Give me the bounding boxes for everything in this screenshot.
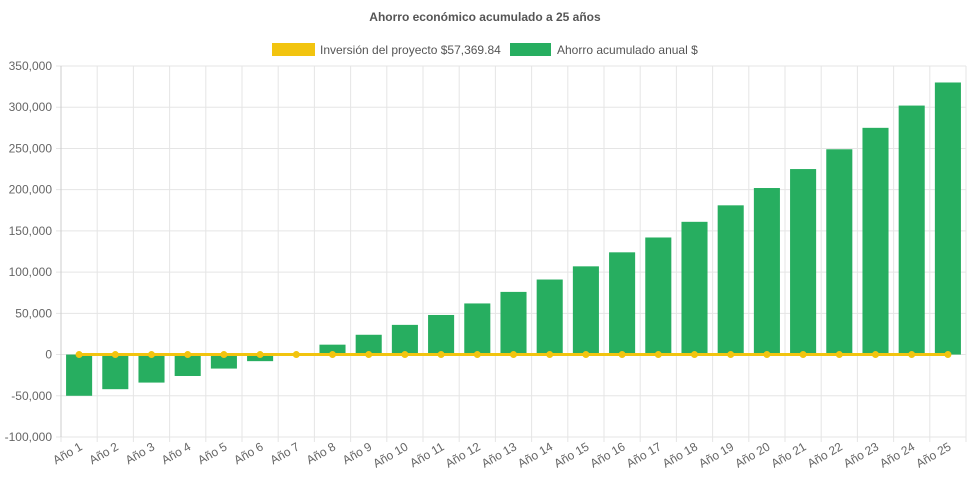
x-tick-label: Año 18 <box>660 439 700 470</box>
x-tick-label: Año 10 <box>370 439 410 470</box>
x-tick-label: Año 13 <box>479 439 519 470</box>
legend-label-investment: Inversión del proyecto $57,369.84 <box>320 43 501 57</box>
y-tick-label: 0 <box>45 348 52 362</box>
line-point[interactable] <box>691 351 698 359</box>
line-point[interactable] <box>184 351 192 359</box>
legend-label-savings: Ahorro acumulado anual $ <box>557 43 698 57</box>
line-point[interactable] <box>799 351 807 359</box>
y-tick-label: 50,000 <box>15 306 52 320</box>
bar[interactable] <box>102 354 129 390</box>
line-point[interactable] <box>473 351 481 359</box>
line-point[interactable] <box>835 351 843 359</box>
line-point[interactable] <box>546 351 554 359</box>
bar[interactable] <box>609 252 636 355</box>
x-tick-label: Año 21 <box>769 439 809 470</box>
x-tick-label: Año 4 <box>159 439 193 467</box>
x-tick-label: Año 5 <box>195 439 229 467</box>
bar[interactable] <box>898 105 925 355</box>
x-tick-label: Año 19 <box>696 439 736 470</box>
y-tick-label: 150,000 <box>9 224 53 238</box>
line-point[interactable] <box>763 351 771 359</box>
bar[interactable] <box>717 205 744 355</box>
x-tick-label: Año 25 <box>913 439 953 470</box>
line-point[interactable] <box>654 351 662 359</box>
bar[interactable] <box>862 127 889 355</box>
line-point[interactable] <box>401 351 409 359</box>
x-tick-label: Año 22 <box>805 439 845 470</box>
bar[interactable] <box>790 169 817 355</box>
x-tick-label: Año 16 <box>588 439 628 470</box>
x-tick-label: Año 1 <box>50 439 84 467</box>
legend-item-savings[interactable]: Ahorro acumulado anual $ <box>510 43 698 57</box>
bar[interactable] <box>753 188 780 355</box>
x-tick-label: Año 14 <box>515 439 555 470</box>
line-point[interactable] <box>727 351 735 359</box>
line-point[interactable] <box>437 351 445 359</box>
bar[interactable] <box>934 82 961 355</box>
x-tick-label: Año 12 <box>443 439 483 470</box>
bars-series-savings <box>66 82 961 396</box>
line-point[interactable] <box>329 351 336 359</box>
legend-swatch-investment <box>272 43 315 56</box>
line-point[interactable] <box>148 351 155 359</box>
x-tick-label: Año 17 <box>624 439 664 470</box>
y-tick-label: -100,000 <box>5 430 53 444</box>
bar[interactable] <box>174 354 201 376</box>
bar[interactable] <box>826 149 853 355</box>
bar[interactable] <box>645 237 672 355</box>
gridlines <box>56 65 967 442</box>
y-tick-label: 300,000 <box>9 100 53 114</box>
legend: Inversión del proyecto $57,369.84 Ahorro… <box>272 43 698 57</box>
bar[interactable] <box>138 354 165 383</box>
line-point[interactable] <box>582 351 590 359</box>
line-point[interactable] <box>256 351 264 359</box>
x-axis: Año 1 Año 2 Año 3 Año 4 Año 5 Año 6 Año 7 Año 8… <box>50 439 953 470</box>
bar[interactable] <box>572 266 599 355</box>
x-tick-label: Año 24 <box>877 439 917 470</box>
bar[interactable] <box>464 303 491 355</box>
x-tick-label: Año 3 <box>123 439 157 467</box>
bar[interactable] <box>319 344 346 355</box>
line-series-investment <box>75 351 952 359</box>
bar[interactable] <box>681 221 708 355</box>
line-point[interactable] <box>908 351 916 359</box>
line-point[interactable] <box>111 351 119 359</box>
x-tick-label: Año 15 <box>551 439 591 470</box>
line-point[interactable] <box>872 351 879 359</box>
bar[interactable] <box>355 334 382 355</box>
line-point[interactable] <box>75 351 83 359</box>
y-tick-label: 350,000 <box>9 59 53 73</box>
line-point[interactable] <box>618 351 626 359</box>
bar[interactable] <box>500 291 527 355</box>
x-tick-label: Año 23 <box>841 439 881 470</box>
y-tick-label: 100,000 <box>9 265 53 279</box>
chart-title: Ahorro económico acumulado a 25 años <box>369 10 601 24</box>
bar[interactable] <box>536 279 563 355</box>
bar[interactable] <box>210 354 237 369</box>
x-tick-label: Año 8 <box>304 439 338 467</box>
x-tick-label: Año 2 <box>87 439 121 467</box>
bar[interactable] <box>391 324 418 355</box>
line-point[interactable] <box>292 351 300 359</box>
bar[interactable] <box>428 314 455 355</box>
line-point[interactable] <box>365 351 373 359</box>
y-tick-label: 200,000 <box>9 183 53 197</box>
line-point[interactable] <box>220 351 228 359</box>
x-tick-label: Año 20 <box>732 439 772 470</box>
y-axis: 350,000 300,000 250,000 200,000 150,000 100,0… <box>5 59 53 444</box>
line-point[interactable] <box>510 351 517 359</box>
x-tick-label: Año 11 <box>407 439 446 470</box>
bar[interactable] <box>66 354 93 396</box>
x-tick-label: Año 7 <box>268 439 302 467</box>
x-tick-label: Año 9 <box>340 439 374 467</box>
y-tick-label: -50,000 <box>11 389 52 403</box>
legend-item-investment[interactable]: Inversión del proyecto $57,369.84 <box>272 43 501 57</box>
y-tick-label: 250,000 <box>9 141 53 155</box>
line-point[interactable] <box>944 351 952 359</box>
x-tick-label: Año 6 <box>231 439 265 467</box>
legend-swatch-savings <box>510 43 551 56</box>
